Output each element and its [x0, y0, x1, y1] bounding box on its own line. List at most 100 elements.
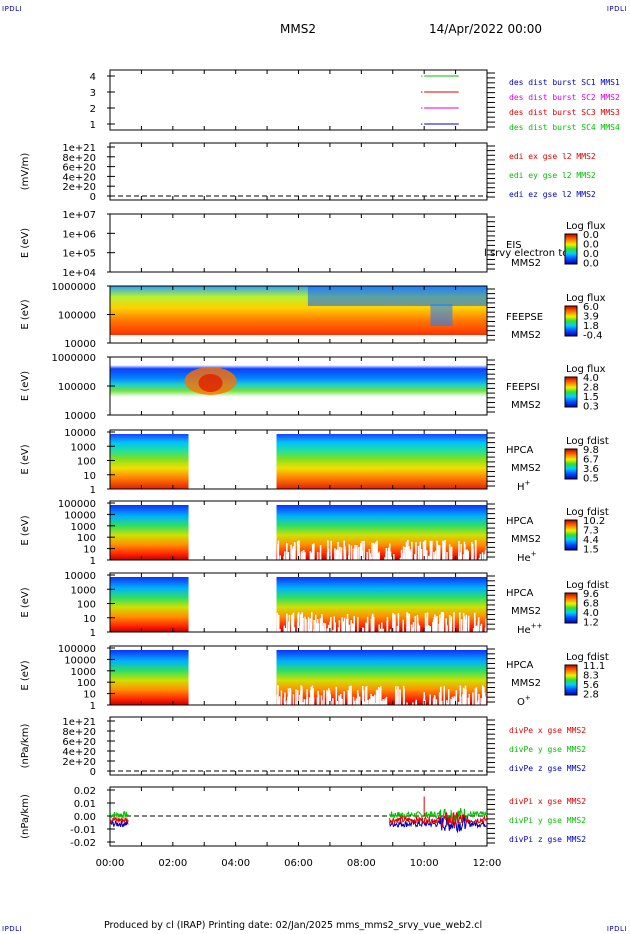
data-gap-speckle [463, 689, 466, 705]
data-gap-speckle [371, 542, 373, 560]
x-tick-label: 06:00 [284, 858, 313, 869]
data-gap-speckle [337, 541, 339, 560]
data-gap-speckle [335, 686, 338, 705]
data-gap-speckle [477, 620, 480, 632]
data-gap-speckle [461, 629, 463, 632]
data-gap-speckle [446, 700, 448, 705]
colorbar-tick-label: 6.8 [583, 599, 599, 610]
species-label: O+ [517, 694, 531, 708]
colorbar-tick-label: 8.3 [583, 671, 599, 682]
data-gap-speckle [410, 624, 413, 632]
data-gap-speckle [286, 553, 288, 560]
data-gap-speckle [306, 689, 308, 705]
data-gap-speckle [471, 541, 473, 560]
data-gap-speckle [400, 549, 403, 560]
data-gap-speckle [307, 622, 309, 632]
data-gap-speckle [373, 542, 375, 560]
colorbar-title: Log fdist [566, 580, 609, 591]
data-gap-speckle [397, 613, 400, 632]
data-gap-speckle [429, 699, 431, 705]
colorbar-tick-label: 3.9 [583, 312, 599, 323]
data-gap-speckle [298, 540, 300, 560]
hpca-spectrogram-left [110, 577, 189, 632]
data-gap-speckle [298, 625, 300, 632]
edi-panel-frame [109, 142, 488, 201]
data-gap-speckle [361, 685, 364, 705]
data-gap-speckle [385, 557, 388, 560]
data-gap-speckle [418, 625, 421, 632]
data-gap-speckle [460, 543, 462, 560]
legend-entry: divPi x gse MMS2 [509, 797, 586, 806]
hpca-y-tick-label: 10 [83, 545, 96, 556]
burst-y-tick-label: 4 [90, 72, 96, 83]
data-gap-speckle [384, 557, 386, 560]
feepse-dip [430, 304, 453, 326]
legend-entry: des dist burst SC3 MMS3 [509, 108, 620, 117]
data-gap-speckle [485, 618, 487, 632]
data-gap-speckle [415, 542, 417, 560]
data-gap-speckle [399, 557, 402, 560]
data-gap-speckle [313, 619, 315, 632]
data-gap-speckle [297, 614, 299, 632]
data-gap-speckle [292, 694, 295, 705]
data-gap-speckle [476, 625, 479, 632]
data-gap-speckle [343, 617, 346, 632]
y-axis-label: (nPa/km) [20, 794, 31, 839]
data-gap-speckle [472, 628, 475, 632]
x-tick-label: 12:00 [473, 858, 502, 869]
data-gap-speckle [376, 689, 379, 705]
divpe-y-tick-label: 8e+20 [62, 727, 96, 738]
eis-y-tick-label: 1e+07 [62, 210, 96, 221]
data-gap-speckle [459, 612, 461, 632]
colorbar-tick-label: 4.0 [583, 373, 599, 384]
instrument-name: HPCA [506, 660, 534, 671]
edi-y-tick-label: 0 [90, 192, 96, 203]
hpca-y-tick-label: 1000 [71, 522, 96, 533]
colorbar-tick-label: 6.0 [583, 302, 599, 313]
hpca-y-tick-label: 10000 [64, 571, 96, 582]
hpca-y-tick-label: 100 [77, 600, 96, 611]
data-gap-speckle [417, 617, 419, 632]
x-tick-label: 04:00 [221, 858, 250, 869]
burst-marker [421, 123, 423, 125]
data-gap-speckle [460, 619, 463, 632]
data-gap-speckle [484, 696, 486, 705]
data-gap-speckle [286, 613, 288, 632]
data-gap-speckle [429, 626, 432, 632]
data-gap-speckle [342, 621, 345, 632]
data-gap-speckle [297, 548, 299, 560]
data-gap-speckle [440, 688, 442, 705]
data-gap-speckle [330, 617, 332, 632]
data-gap-speckle [465, 689, 467, 705]
data-gap-speckle [438, 545, 441, 560]
data-gap-speckle [328, 695, 331, 705]
colorbar-tick-label: 10.2 [583, 516, 605, 527]
data-gap-speckle [277, 540, 280, 560]
footer-text: Produced by cl (IRAP) Printing date: 02/… [104, 920, 483, 931]
data-gap-speckle [336, 700, 339, 705]
data-gap-speckle [444, 540, 446, 560]
colorbar-tick-label: 2.8 [583, 690, 599, 701]
colorbar-tick-label: 1.8 [583, 321, 599, 332]
data-gap-speckle [300, 614, 302, 632]
divpi-y-tick-label: 0.00 [74, 812, 96, 823]
data-gap-speckle [303, 549, 305, 560]
data-gap-speckle [455, 690, 458, 705]
divpi-y-tick-label: 0.02 [74, 786, 96, 797]
data-gap-speckle [392, 612, 394, 632]
data-gap-speckle [280, 690, 283, 705]
data-gap-speckle [390, 556, 393, 560]
data-gap-speckle [332, 629, 334, 632]
data-gap-speckle [312, 549, 314, 560]
data-gap-speckle [460, 696, 462, 705]
data-gap-speckle [311, 685, 314, 705]
data-gap-speckle [309, 621, 312, 632]
data-gap-speckle [361, 550, 364, 560]
data-gap-speckle [484, 627, 487, 632]
divpe-y-tick-label: 6e+20 [62, 737, 96, 748]
data-gap-speckle [362, 690, 365, 705]
data-gap-speckle [450, 698, 452, 705]
hpca-spectrogram-right [276, 505, 487, 560]
data-gap-speckle [402, 546, 405, 560]
